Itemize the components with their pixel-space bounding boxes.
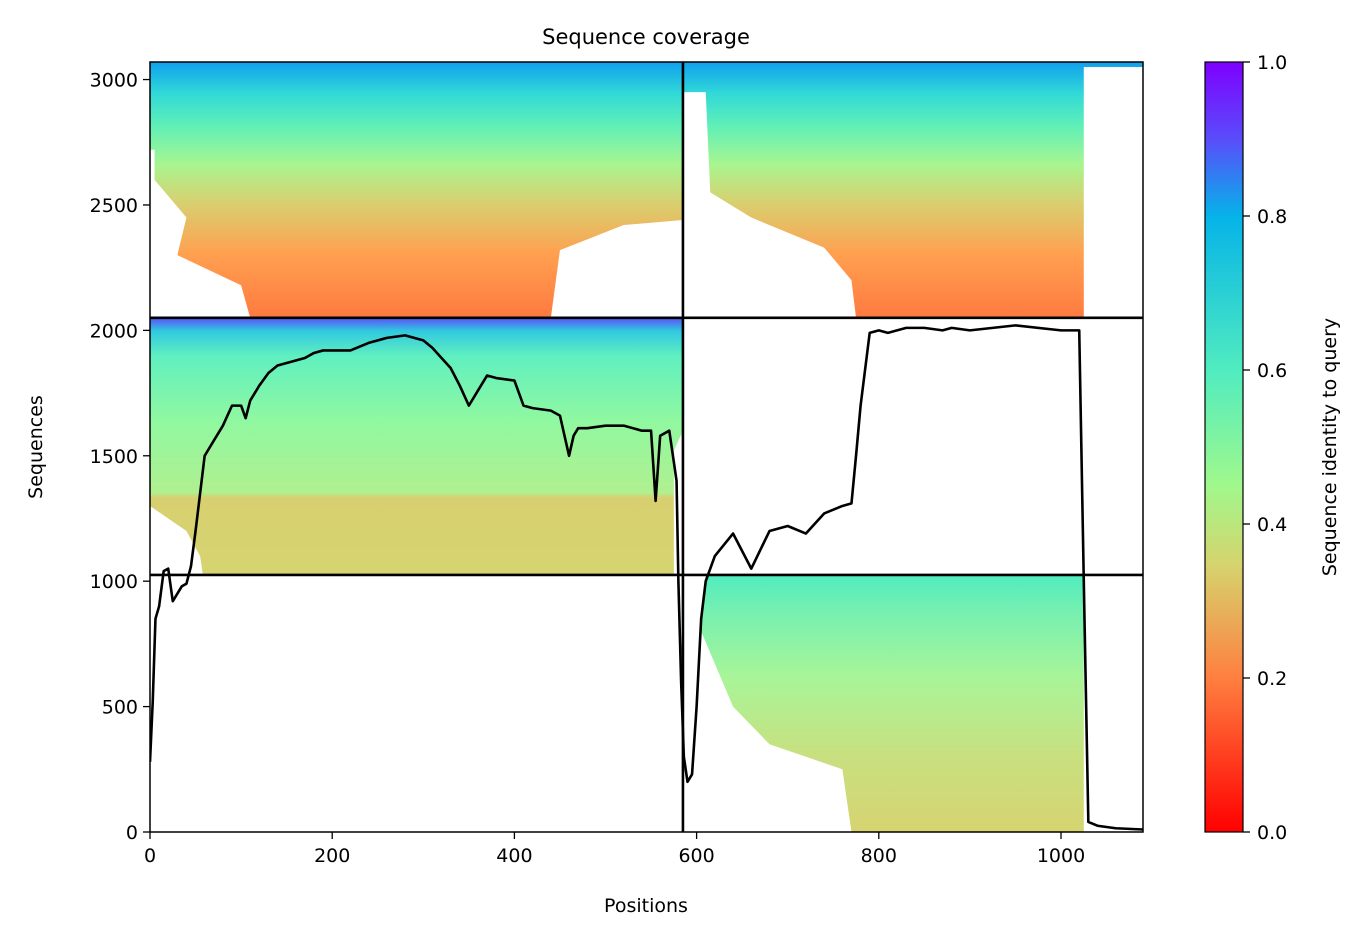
colorbar-tick-label: 0.4: [1257, 514, 1287, 536]
x-tick-label: 200: [314, 845, 350, 867]
x-tick-label: 600: [678, 845, 714, 867]
y-tick-label: 2500: [90, 195, 138, 217]
coverage-gap-2: [682, 92, 857, 318]
coverage-gap-7: [682, 574, 852, 832]
coverage-line: [150, 324, 1143, 831]
colorbar-ticks: 0.0 0.2 0.4 0.6 0.8 1.0: [1243, 52, 1287, 844]
y-tick-label: 500: [102, 697, 138, 719]
y-tick-label: 0: [126, 822, 138, 844]
coverage-gap-3: [1083, 67, 1143, 318]
x-axis-ticks: 0 200 400 600 800 1000: [144, 832, 1085, 867]
y-tick-label: 3000: [90, 70, 138, 92]
colorbar-tick-label: 0.6: [1257, 360, 1287, 382]
plot-frame: [149, 61, 1144, 833]
colorbar: [1204, 61, 1244, 833]
x-tick-label: 1000: [1037, 845, 1085, 867]
colorbar-label: Sequence identity to query: [1319, 318, 1341, 576]
coverage-gap-4: [150, 505, 203, 575]
colorbar-tick-label: 0.2: [1257, 668, 1287, 690]
coverage-gaps: [150, 67, 1143, 832]
coverage-gap-1: [550, 220, 683, 318]
coverage-gap-0: [150, 149, 251, 318]
block-middle-left: [150, 317, 683, 575]
y-tick-label: 1500: [90, 446, 138, 468]
x-axis-label: Positions: [604, 895, 688, 917]
coverage-gap-5: [673, 430, 683, 575]
y-axis-label: Sequences: [25, 395, 47, 499]
coverage-line-layer: [150, 324, 1143, 831]
coverage-gap-6: [682, 317, 1143, 575]
colorbar-tick-label: 0.0: [1257, 822, 1287, 844]
coverage-gap-8: [1083, 574, 1143, 832]
colorbar-tick-label: 1.0: [1257, 52, 1287, 74]
y-tick-label: 2000: [90, 320, 138, 342]
y-tick-label: 1000: [90, 571, 138, 593]
x-tick-label: 0: [144, 845, 156, 867]
x-tick-label: 400: [496, 845, 532, 867]
colorbar-tick-label: 0.8: [1257, 206, 1287, 228]
chart-title: Sequence coverage: [542, 25, 750, 49]
x-tick-label: 800: [861, 845, 897, 867]
y-axis-ticks: 0 500 1000 1500 2000 2500 3000: [90, 70, 150, 844]
